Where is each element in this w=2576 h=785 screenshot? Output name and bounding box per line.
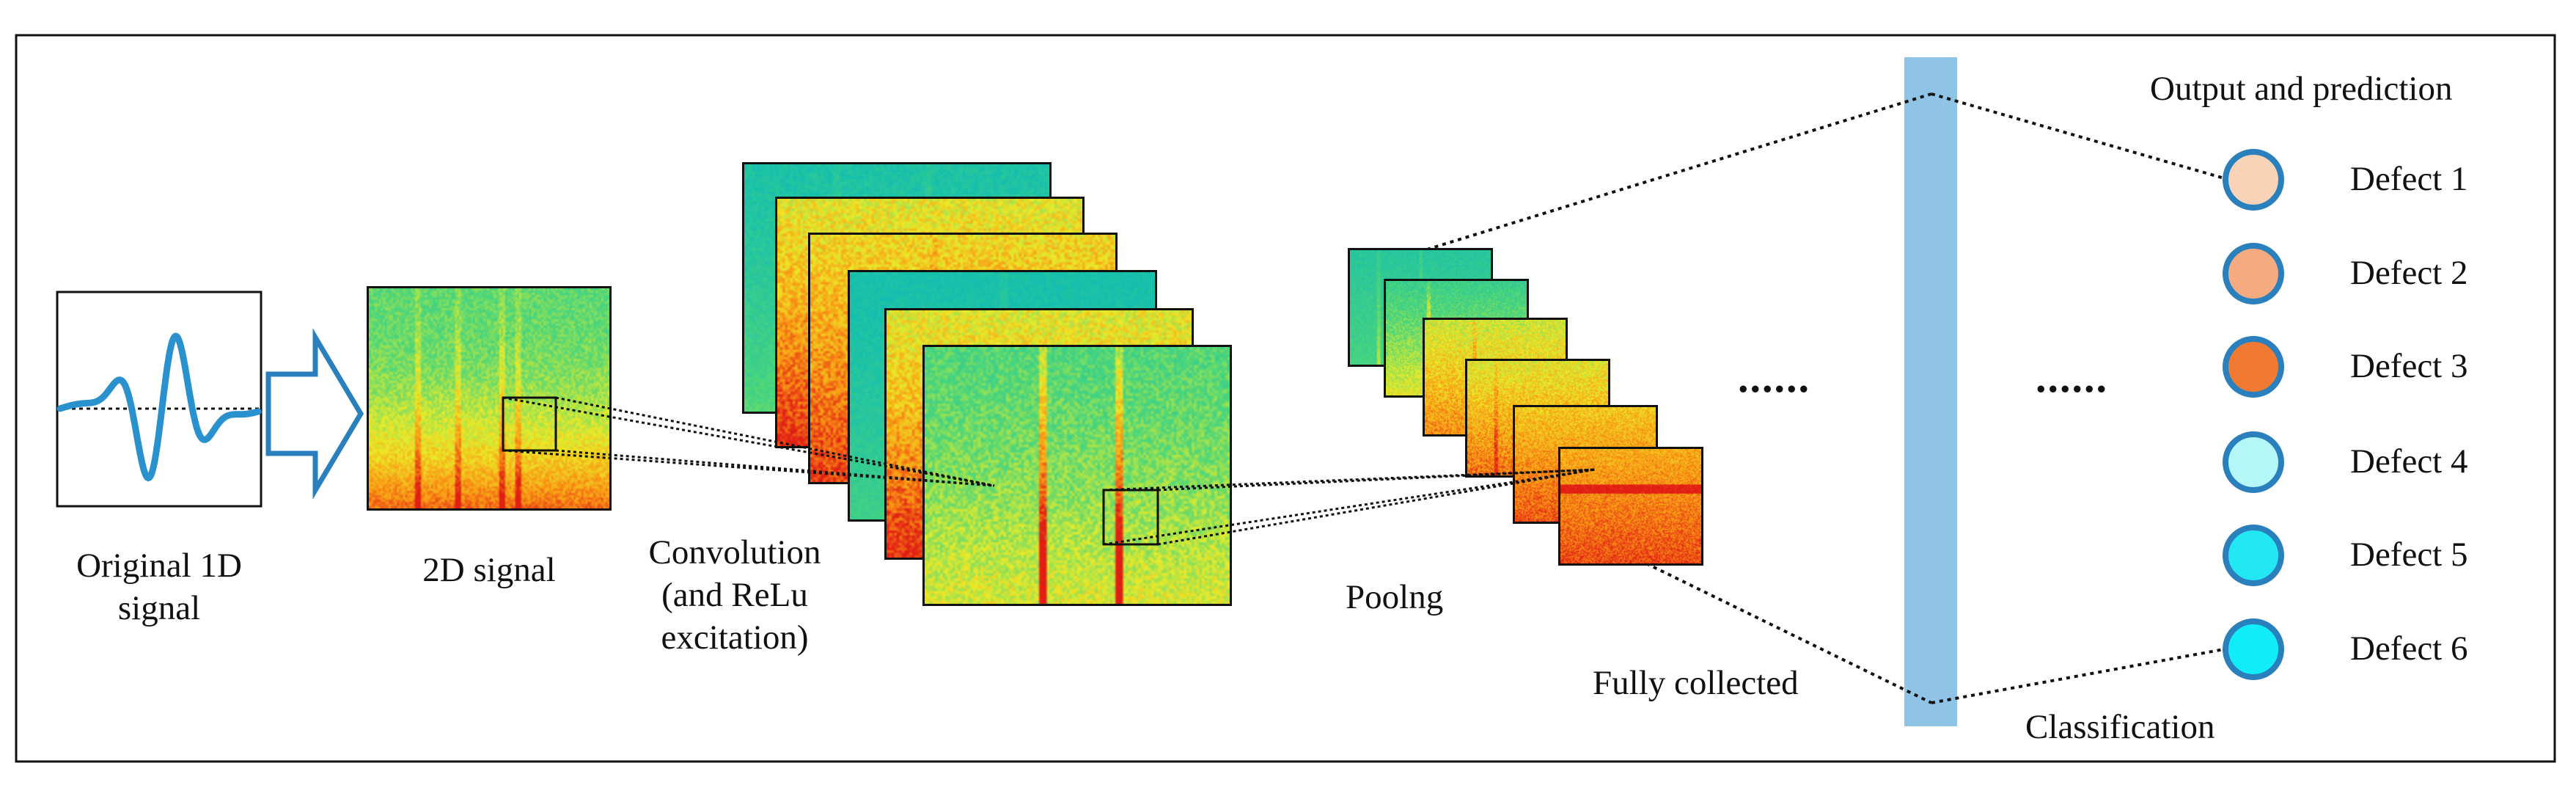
connector-fc-output-top [1931,92,2225,180]
pooling-label: Poolng [1346,578,1444,616]
outer-frame [15,34,2556,763]
pool-map-6 [1558,447,1703,566]
convolution-label: Convolution (and ReLu excitation) [648,533,821,657]
conv-map-6 [922,345,1232,606]
transform-arrow [265,328,364,500]
kernel-projection-2d [502,396,995,487]
output-node-1 [2223,149,2284,211]
signal-1d-waveform [56,332,262,482]
kernel-box-2d [502,396,557,452]
kernel-projection-conv [1103,468,1596,546]
signal-2d-image [367,286,612,511]
output-node-2 [2223,243,2284,304]
output-node-5 [2223,525,2284,586]
kernel-box-conv [1102,489,1159,546]
ellipsis-left: ...... [1738,354,1810,401]
output-nodes [2223,149,2284,680]
output-label-2: Defect 2 [2350,254,2468,292]
output-node-4 [2223,431,2284,493]
output-label-3: Defect 3 [2350,347,2468,385]
fully-connected-bar [1904,57,1957,726]
fully-collected-label: Fully collected [1593,664,1799,702]
ellipsis-right: ...... [2036,354,2108,401]
original-1d-label: Original 1D signal [76,547,242,627]
output-label-1: Defect 1 [2350,160,2468,198]
signal-1d-box [56,291,263,508]
output-label-4: Defect 4 [2350,442,2468,481]
output-label-5: Defect 5 [2350,536,2468,574]
output-label-6: Defect 6 [2350,629,2468,668]
classification-label: Classification [2025,708,2215,746]
signal-2d-label: 2D signal [422,551,556,589]
connector-fc-output-bottom [1931,648,2225,704]
output-node-6 [2223,618,2284,680]
output-title: Output and prediction [2150,70,2453,108]
output-node-3 [2223,336,2284,398]
